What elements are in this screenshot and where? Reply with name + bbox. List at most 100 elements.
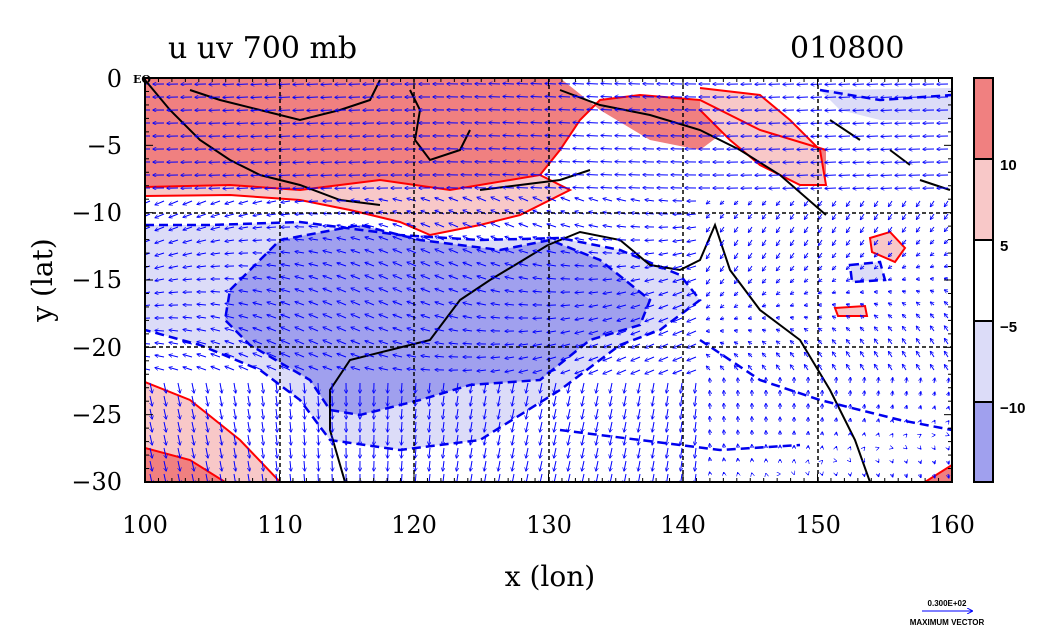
- wind-vector: [503, 110, 515, 111]
- wind-vector: [449, 223, 459, 228]
- wind-vector: [889, 327, 893, 332]
- wind-vector: [279, 123, 291, 124]
- wind-vector: [833, 200, 837, 206]
- wind-vector: [853, 175, 865, 176]
- wind-vector: [805, 239, 809, 245]
- wind-vector: [763, 341, 767, 344]
- wind-vector: [892, 434, 893, 435]
- wind-vector: [545, 123, 557, 124]
- wind-vector: [307, 175, 319, 176]
- wind-vector: [777, 213, 781, 219]
- wind-vector: [267, 366, 277, 371]
- wind-vector: [867, 188, 879, 189]
- wind-vector: [721, 278, 725, 284]
- wind-vector: [833, 365, 837, 371]
- wind-vector: [547, 265, 557, 267]
- wind-vector: [463, 236, 473, 241]
- wind-vector: [421, 369, 431, 370]
- wind-vector: [906, 392, 907, 397]
- wind-vector: [318, 421, 319, 432]
- wind-vector: [889, 352, 893, 358]
- wind-vector: [687, 343, 697, 348]
- wind-vector: [449, 262, 459, 267]
- wind-vector: [337, 250, 347, 254]
- wind-vector: [687, 278, 697, 282]
- wind-vector: [239, 316, 249, 319]
- wind-vector: [281, 302, 291, 306]
- wind-vector: [407, 342, 417, 345]
- wind-vector: [237, 97, 249, 98]
- wind-vector: [721, 265, 725, 271]
- wind-vector: [547, 278, 557, 279]
- wind-vector: [519, 197, 529, 202]
- wind-vector: [707, 265, 711, 271]
- wind-vector: [183, 213, 193, 217]
- wind-vector: [533, 251, 543, 254]
- wind-vector: [379, 355, 389, 358]
- wind-vector: [847, 352, 851, 358]
- vector-key-value: 0.300E+02: [928, 599, 967, 608]
- wind-vector: [811, 162, 823, 163]
- vector-key: 0.300E+02 MAXIMUM VECTOR: [910, 599, 985, 627]
- wind-vector: [449, 329, 459, 331]
- wind-vector: [673, 317, 683, 322]
- wind-vector: [945, 213, 949, 219]
- wind-vector: [265, 188, 277, 189]
- wind-vector: [673, 253, 683, 255]
- wind-vector: [573, 123, 585, 124]
- wind-vector: [945, 302, 949, 305]
- wind-vector: [601, 175, 613, 176]
- wind-vector: [531, 110, 543, 111]
- wind-vector: [906, 420, 907, 422]
- wind-vector: [889, 315, 893, 318]
- wind-vector: [295, 366, 305, 371]
- wind-vector: [449, 249, 459, 254]
- wind-vector: [934, 448, 935, 449]
- wind-vector: [206, 382, 208, 393]
- wind-vector: [687, 317, 697, 322]
- wind-vector: [407, 355, 417, 357]
- wind-vector: [797, 149, 809, 150]
- wind-vector: [559, 162, 571, 163]
- wind-vector: [279, 110, 291, 111]
- wind-vector: [847, 252, 851, 257]
- wind-vector: [721, 213, 725, 218]
- wind-vector: [791, 200, 795, 205]
- wind-vector: [519, 291, 529, 292]
- wind-vector: [519, 304, 529, 305]
- wind-vector: [415, 382, 416, 393]
- wind-vector: [587, 136, 599, 137]
- wind-vector: [791, 239, 795, 245]
- wind-vector: [881, 162, 893, 163]
- x-tick-130: 130: [526, 511, 572, 539]
- wind-vector: [575, 292, 585, 293]
- wind-vector: [533, 278, 543, 279]
- wind-vector: [707, 305, 711, 308]
- wind-vector: [673, 240, 683, 241]
- wind-vector: [819, 239, 823, 245]
- wind-vector: [401, 434, 402, 445]
- wind-vector: [351, 263, 361, 267]
- wind-vector: [237, 136, 249, 137]
- wind-vector: [239, 303, 249, 305]
- map-plot-area: [145, 78, 952, 482]
- wind-vector: [547, 224, 557, 228]
- wind-vector: [281, 340, 291, 345]
- wind-vector: [251, 149, 263, 150]
- wind-vector: [379, 275, 389, 280]
- wind-vector: [169, 200, 179, 205]
- wind-vector: [223, 97, 235, 98]
- wind-vector: [875, 252, 879, 257]
- wind-vector: [401, 447, 402, 458]
- wind-vector: [603, 279, 613, 280]
- wind-vector: [631, 330, 641, 335]
- wind-vector: [225, 253, 235, 254]
- wind-vector: [861, 266, 865, 269]
- wind-vector: [239, 353, 249, 358]
- wind-vector: [805, 213, 809, 219]
- wind-vector: [351, 341, 361, 345]
- wind-vector: [777, 239, 781, 246]
- wind-vector: [351, 314, 361, 319]
- wind-vector: [735, 291, 739, 295]
- wind-vector: [892, 391, 893, 397]
